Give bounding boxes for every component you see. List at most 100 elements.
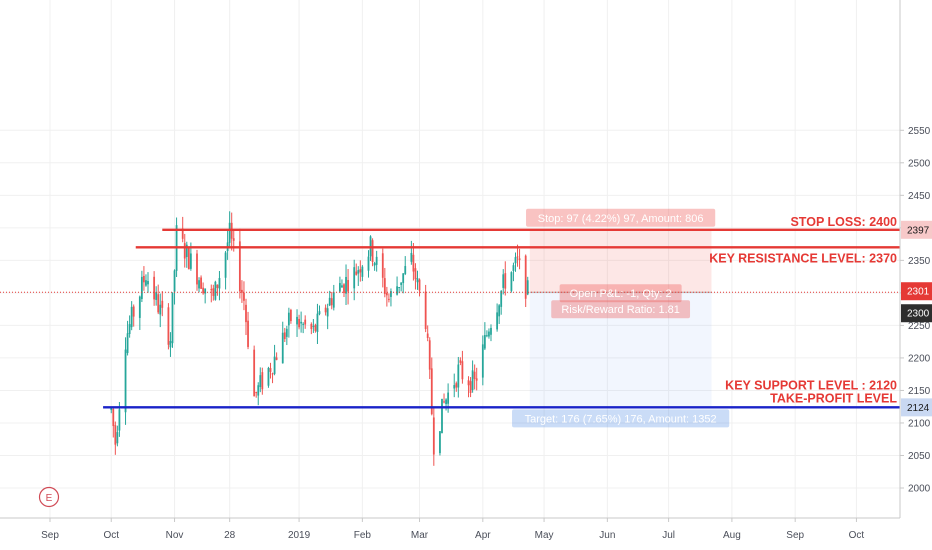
stop-zone[interactable] <box>529 229 712 293</box>
candle <box>343 283 345 297</box>
candle-body <box>367 256 370 271</box>
candle <box>255 391 258 398</box>
candle-body <box>290 309 292 322</box>
candle <box>243 281 245 311</box>
price-tag: 2124 <box>901 398 932 417</box>
candle-body <box>140 276 143 299</box>
stop-label: Stop: 97 (4.22%) 97, Amount: 806 <box>526 208 716 227</box>
candle <box>130 301 133 331</box>
candle-body <box>439 431 441 454</box>
candle <box>140 270 143 303</box>
x-tick-label: Aug <box>723 530 741 541</box>
candle-body <box>273 356 276 374</box>
candle <box>473 364 476 390</box>
candle-body <box>304 319 307 325</box>
candle <box>455 381 458 392</box>
candle-body <box>498 305 501 317</box>
candle <box>161 291 164 317</box>
candle <box>441 398 443 434</box>
candle-body <box>428 340 431 370</box>
candle <box>428 337 431 379</box>
candle <box>414 263 417 290</box>
candle <box>430 357 433 416</box>
price-tag-text: 2301 <box>907 287 930 298</box>
price-tag-bg <box>901 220 932 239</box>
candle-body <box>455 383 458 388</box>
price-tag-text: 2124 <box>907 403 930 414</box>
candle-body <box>496 312 499 330</box>
candle <box>183 233 186 268</box>
candle <box>241 280 243 303</box>
candle <box>385 286 388 307</box>
y-tick-label: 2050 <box>908 451 931 462</box>
candle <box>367 250 370 278</box>
candle-body <box>271 373 274 375</box>
candle <box>204 288 207 304</box>
candle-body <box>500 290 503 307</box>
candle-body <box>383 278 386 294</box>
candle-body <box>469 381 472 393</box>
level-labels: STOP LOSS: 2400 KEY RESISTANCE LEVEL: 237… <box>709 215 897 406</box>
x-axis[interactable]: Sep Oct Nov 28 2019 Feb Mar Apr May Jun Jul Aug Sep O… <box>41 518 864 541</box>
candle <box>202 282 205 295</box>
candle-body <box>398 286 401 288</box>
earnings-marker[interactable]: E <box>38 486 60 508</box>
candle <box>283 327 286 343</box>
candle <box>298 314 300 330</box>
candle-body <box>147 280 149 285</box>
candle-body <box>181 228 184 239</box>
x-tick-label: Sep <box>786 530 804 541</box>
target-zone[interactable] <box>529 292 712 408</box>
candle-body <box>155 292 158 300</box>
rr-label-bg <box>551 300 691 319</box>
candle <box>355 263 358 276</box>
candle-body <box>359 269 362 273</box>
candle <box>461 350 464 384</box>
candle <box>238 228 241 299</box>
candle <box>402 273 405 294</box>
candle <box>518 248 521 270</box>
candle-body <box>424 291 427 330</box>
candle-body <box>388 298 390 300</box>
candle-body <box>504 273 507 289</box>
candle-body <box>353 267 356 289</box>
candle-body <box>514 257 517 264</box>
candle-body <box>430 368 433 415</box>
candle-body <box>516 256 519 258</box>
candle <box>410 240 413 265</box>
candle-body <box>416 278 419 283</box>
candle <box>296 309 298 337</box>
candle <box>185 241 188 268</box>
candle-body <box>112 408 115 427</box>
level-lines[interactable] <box>0 228 900 409</box>
candle <box>475 367 478 391</box>
candle <box>424 284 427 333</box>
candle <box>345 264 347 306</box>
candle <box>145 274 147 287</box>
candle <box>247 311 249 350</box>
pnl-label-bg <box>559 284 682 303</box>
stop-loss-label: STOP LOSS: 2400 <box>790 215 897 229</box>
candle <box>388 293 390 303</box>
x-tick-label: Nov <box>166 530 184 541</box>
candle-body <box>196 253 198 285</box>
candle-body <box>285 328 288 337</box>
candle-body <box>259 375 262 388</box>
take-profit-label: TAKE-PROFIT LEVEL <box>770 391 897 405</box>
candle <box>359 260 362 282</box>
candle <box>224 250 227 290</box>
candle <box>304 315 307 329</box>
candle-body <box>390 291 392 297</box>
candle <box>324 304 327 316</box>
candle-body <box>467 380 470 386</box>
position-tool[interactable] <box>529 229 712 408</box>
earnings-marker-icon[interactable] <box>38 486 60 508</box>
candle-body <box>200 277 202 289</box>
candle-body <box>488 331 490 337</box>
candle-body <box>145 280 147 286</box>
candle <box>273 344 276 376</box>
candle-body <box>502 274 505 288</box>
candle-body <box>339 283 341 292</box>
candle-body <box>371 240 374 262</box>
